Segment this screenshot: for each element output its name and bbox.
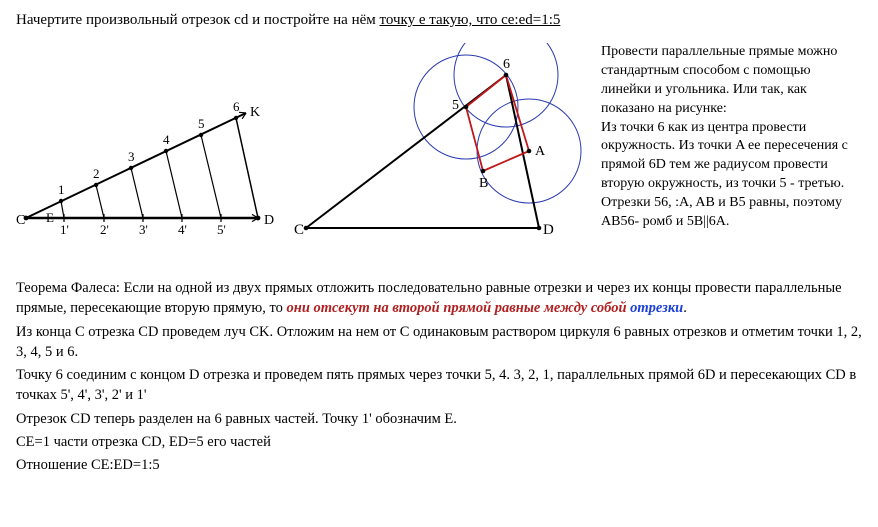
svg-text:K: K xyxy=(250,105,260,120)
svg-text:1': 1' xyxy=(60,222,69,237)
side-line-2: Из точки 6 как из центра провести окружн… xyxy=(601,119,862,232)
svg-text:E: E xyxy=(46,210,54,225)
title-underlined: точку e такую, что ce:ed=1:5 xyxy=(380,12,561,28)
svg-text:2: 2 xyxy=(93,166,100,181)
body-p6: Отношение CE:ED=1:5 xyxy=(16,455,862,475)
side-line-1: Провести параллельные прямые можно станд… xyxy=(601,43,862,119)
svg-text:6: 6 xyxy=(503,57,510,72)
svg-text:D: D xyxy=(264,213,274,228)
svg-text:2': 2' xyxy=(100,222,109,237)
body-p4: Отрезок CD теперь разделен на 6 равных ч… xyxy=(16,409,862,429)
side-explanation: Провести параллельные прямые можно станд… xyxy=(601,43,862,232)
theorem-red: они отсекут на второй прямой равные межд… xyxy=(287,300,631,316)
svg-text:D: D xyxy=(543,222,554,238)
svg-text:5: 5 xyxy=(452,98,459,113)
svg-text:B: B xyxy=(479,176,488,191)
svg-text:3: 3 xyxy=(128,149,135,164)
theorem-suffix: . xyxy=(683,300,687,316)
title-prefix: Начертите произвольный отрезок cd и пост… xyxy=(16,12,380,28)
main-row: 1 2 3 4 5 6 1' 2' 3' 4' 5' C D E K C D 6 5 A B Провести пар… xyxy=(16,43,862,268)
svg-text:C: C xyxy=(294,222,304,238)
body-p2: Из конца C отрезка CD проведем луч CK. О… xyxy=(16,322,862,363)
diagram-1: 1 2 3 4 5 6 1' 2' 3' 4' 5' C D E K xyxy=(16,43,281,258)
svg-text:1: 1 xyxy=(58,182,65,197)
svg-text:A: A xyxy=(535,144,546,159)
diagram-2: C D 6 5 A B xyxy=(291,43,591,268)
task-title: Начертите произвольный отрезок cd и пост… xyxy=(16,12,862,29)
svg-text:4: 4 xyxy=(163,132,170,147)
body-text: Теорема Фалеса: Если на одной из двух пр… xyxy=(16,278,862,476)
svg-text:6: 6 xyxy=(233,99,240,114)
body-p3: Точку 6 соединим с концом D отрезка и пр… xyxy=(16,365,862,406)
theorem-paragraph: Теорема Фалеса: Если на одной из двух пр… xyxy=(16,278,862,319)
svg-text:5': 5' xyxy=(217,222,226,237)
theorem-emphasis: они отсекут на второй прямой равные межд… xyxy=(287,300,684,316)
svg-text:C: C xyxy=(16,213,25,228)
theorem-blue: отрезки xyxy=(630,300,683,316)
svg-text:5: 5 xyxy=(198,116,205,131)
svg-text:4': 4' xyxy=(178,222,187,237)
body-p5: CE=1 части отрезка CD, ED=5 его частей xyxy=(16,432,862,452)
svg-text:3': 3' xyxy=(139,222,148,237)
